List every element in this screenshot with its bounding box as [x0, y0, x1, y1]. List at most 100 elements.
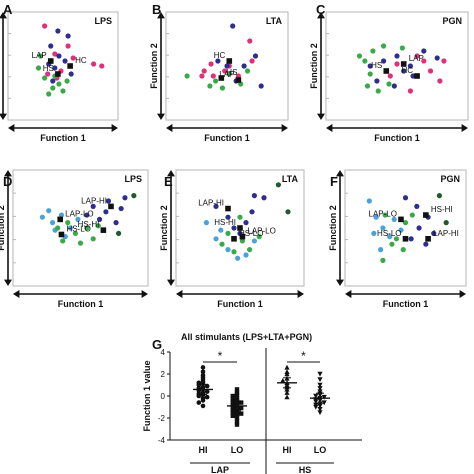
x-arrow-head-right — [111, 124, 118, 132]
group-label: HI — [283, 445, 292, 455]
data-point — [225, 247, 231, 253]
y-tick-label: -2 — [158, 414, 166, 423]
data-point — [46, 91, 52, 97]
significance-star: * — [218, 349, 223, 363]
centroid-marker — [67, 63, 73, 69]
centroid-label: HC — [214, 51, 226, 60]
y-arrow-head-top — [157, 12, 165, 19]
data-point — [42, 75, 48, 81]
data-point — [196, 382, 202, 388]
data-point — [219, 85, 226, 91]
data-point — [219, 241, 225, 247]
data-point — [402, 195, 409, 201]
data-point — [50, 78, 56, 84]
data-point — [386, 81, 392, 87]
data-point — [35, 65, 42, 71]
x-arrow-head-right — [459, 290, 466, 298]
data-point — [60, 238, 66, 244]
stimulus-label: LTA — [266, 16, 283, 26]
data-point — [382, 212, 388, 218]
data-point — [321, 394, 327, 400]
data-point — [55, 225, 61, 231]
data-point — [230, 410, 235, 415]
data-point — [239, 411, 244, 416]
plot-frame — [12, 169, 149, 287]
y-axis-label: Function 2 — [0, 205, 6, 251]
data-point — [42, 23, 48, 29]
data-point — [317, 382, 323, 388]
data-point — [249, 58, 255, 64]
data-point — [49, 220, 56, 226]
centroid-label: LAP — [32, 51, 47, 60]
centroid-label: LAP-LO — [247, 227, 275, 236]
data-point — [409, 212, 415, 218]
centroid-marker — [402, 236, 409, 242]
data-point — [201, 68, 207, 74]
data-point — [118, 205, 124, 212]
data-point — [380, 225, 386, 231]
centroid-marker — [218, 75, 225, 81]
data-point — [105, 198, 112, 204]
stimulus-label: LPS — [124, 174, 142, 184]
data-point — [237, 214, 243, 220]
data-point — [218, 227, 224, 233]
centroid-marker — [108, 203, 114, 210]
data-point — [84, 225, 90, 231]
data-point — [65, 220, 71, 226]
data-point — [215, 58, 221, 64]
data-point — [60, 88, 66, 94]
data-point — [91, 61, 97, 67]
data-point — [213, 236, 219, 242]
data-point — [400, 247, 406, 253]
data-point — [407, 63, 413, 69]
data-point — [113, 220, 119, 226]
data-point — [364, 83, 371, 89]
data-point — [184, 73, 190, 79]
x-arrow-head-left — [326, 124, 333, 132]
data-point — [256, 234, 262, 240]
centroid-marker — [231, 236, 237, 242]
data-point — [391, 216, 397, 222]
y-arrow-head-top — [167, 170, 175, 177]
centroid-marker — [400, 61, 407, 67]
centroid-marker — [414, 73, 420, 79]
centroid-marker — [423, 212, 429, 218]
centroid-marker — [235, 77, 242, 83]
data-point — [416, 225, 422, 231]
data-point — [200, 365, 206, 370]
data-point — [72, 230, 79, 236]
data-point — [443, 220, 449, 226]
data-point — [204, 394, 210, 400]
x-arrow-head-left — [166, 124, 173, 132]
y-arrow-head-top — [0, 12, 7, 19]
data-point — [251, 238, 257, 244]
plot-frame — [165, 11, 289, 121]
centroid-marker — [55, 71, 61, 77]
data-point — [70, 55, 76, 61]
centroid-marker — [425, 236, 431, 242]
data-point — [284, 371, 290, 377]
centroid-marker — [237, 225, 243, 231]
y-axis-label: Function 2 — [159, 205, 169, 251]
data-point — [423, 241, 429, 247]
group-label: LO — [314, 445, 327, 455]
data-point — [381, 58, 387, 64]
data-point — [437, 78, 443, 84]
data-point — [64, 78, 70, 84]
y-arrow-head-top — [317, 12, 325, 19]
data-point — [213, 78, 219, 84]
y-arrow-head-bottom — [336, 279, 344, 286]
panel-f: F PGN Function 2 Function 1 LAP-LO HS-HI HS-LO… — [328, 169, 467, 309]
chart-title: All stimulants (LPS+LTA+PGN) — [181, 332, 312, 342]
data-point — [387, 234, 393, 240]
data-point — [203, 220, 209, 226]
data-point — [280, 378, 286, 383]
data-point — [247, 38, 253, 44]
centroid-marker — [383, 68, 390, 74]
group-name: LAP — [211, 465, 229, 474]
data-point — [62, 58, 68, 64]
y-arrow-head-bottom — [157, 113, 165, 120]
x-arrow-head-left — [345, 290, 352, 298]
y-arrow-head-bottom — [317, 113, 325, 120]
data-point — [99, 63, 105, 69]
